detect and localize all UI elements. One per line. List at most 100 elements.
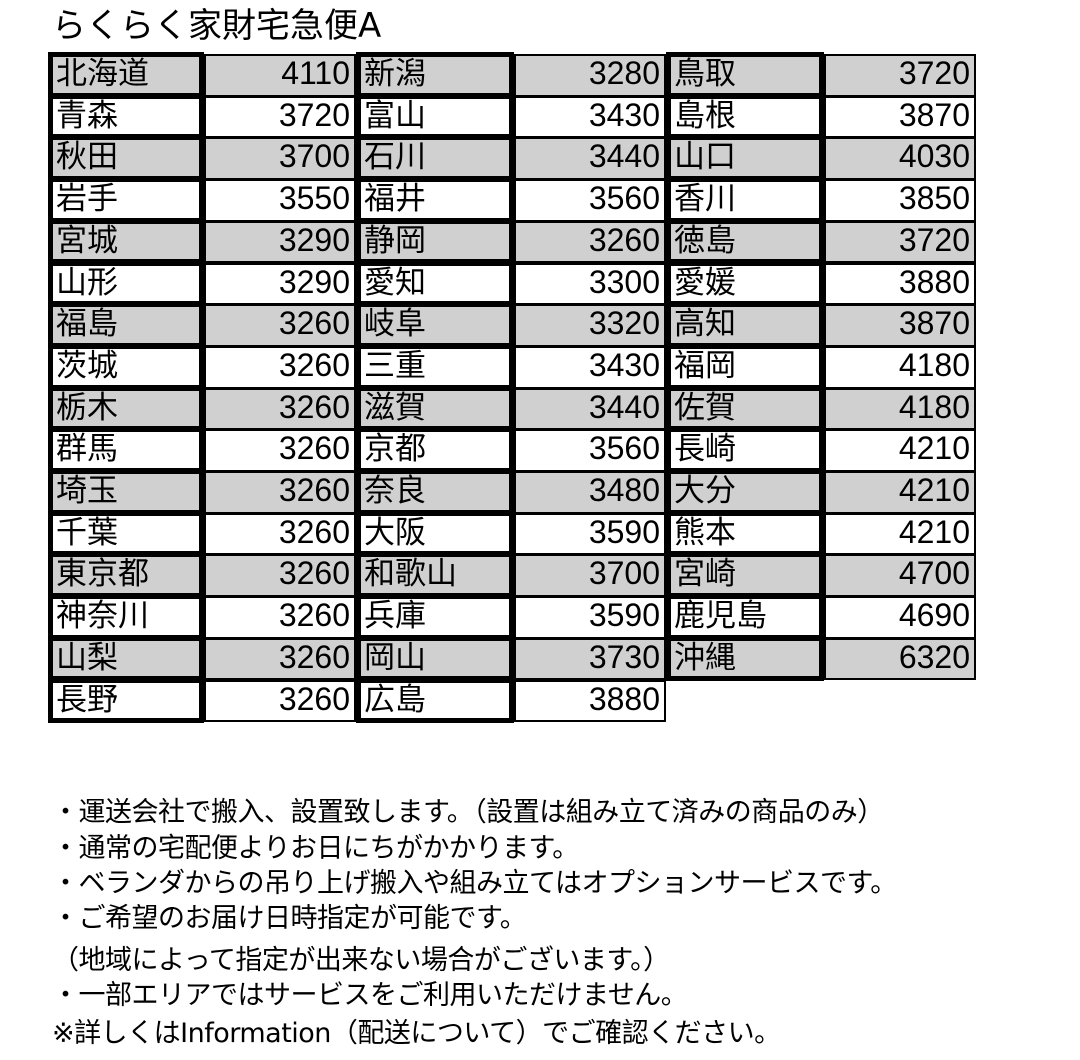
prefecture-name: 神奈川 [48, 594, 204, 640]
prefecture-name: 高知 [666, 302, 824, 348]
shipping-fee: 6320 [824, 637, 976, 681]
shipping-fee: 3260 [204, 429, 356, 472]
prefecture-name: 香川 [666, 177, 824, 223]
prefecture-name: 岐阜 [356, 302, 514, 348]
prefecture-name: 秋田 [48, 135, 204, 182]
shipping-fee: 4700 [824, 554, 976, 598]
shipping-fee: 3440 [514, 137, 666, 181]
shipping-fee: 3560 [514, 179, 666, 222]
shipping-fee: 3720 [824, 220, 976, 264]
shipping-fee: 3260 [204, 512, 356, 556]
prefecture-name: 静岡 [356, 218, 514, 265]
prefecture-name: 長崎 [666, 427, 824, 473]
shipping-fee: 3320 [514, 304, 666, 347]
prefecture-name: 群馬 [48, 427, 204, 473]
shipping-fee: 3430 [514, 345, 666, 389]
prefecture-name: 宮城 [48, 218, 204, 265]
prefecture-name: 石川 [356, 135, 514, 182]
shipping-fee: 3260 [204, 554, 356, 598]
prefecture-name: 熊本 [666, 510, 824, 557]
prefecture-name: 埼玉 [48, 469, 204, 515]
shipping-fee: 4690 [824, 596, 976, 639]
prefecture-name: 鹿児島 [666, 594, 824, 640]
shipping-fee: 3870 [824, 304, 976, 347]
note-line: ・ベランダからの吊り上げ搬入や組み立てはオプションサービスです。 [52, 868, 897, 899]
prefecture-name: 大分 [666, 469, 824, 515]
shipping-fee: 4210 [824, 512, 976, 556]
prefecture-name: 広島 [356, 677, 514, 724]
prefecture-name: 島根 [666, 93, 824, 140]
shipping-fee: 3260 [204, 679, 356, 723]
prefecture-name: 山口 [666, 135, 824, 182]
prefecture-name: 栃木 [48, 385, 204, 432]
shipping-fee: 3260 [204, 596, 356, 639]
shipping-fee: 3280 [514, 54, 666, 97]
prefecture-name: 沖縄 [666, 635, 824, 682]
prefecture-name: 兵庫 [356, 594, 514, 640]
shipping-fee: 3290 [204, 262, 356, 306]
page-title: らくらく家財宅急便A [52, 6, 382, 46]
note-line: ・ご希望のお届け日時指定が可能です。 [52, 903, 527, 934]
shipping-fee: 4110 [204, 54, 356, 97]
shipping-fee: 3720 [824, 54, 976, 97]
shipping-fee: 3550 [204, 179, 356, 222]
shipping-fee: 3480 [514, 471, 666, 514]
shipping-fee: 4210 [824, 471, 976, 514]
shipping-fee: 3440 [514, 387, 666, 431]
prefecture-name: 佐賀 [666, 385, 824, 432]
prefecture-name: 三重 [356, 343, 514, 390]
prefecture-name: 福島 [48, 302, 204, 348]
prefecture-name: 新潟 [356, 52, 514, 98]
prefecture-name: 福岡 [666, 343, 824, 390]
shipping-fee: 3260 [204, 637, 356, 681]
prefecture-name: 福井 [356, 177, 514, 223]
shipping-fee: 4180 [824, 387, 976, 431]
prefecture-name: 茨城 [48, 343, 204, 390]
prefecture-name: 山梨 [48, 635, 204, 682]
shipping-fee: 3870 [824, 95, 976, 139]
shipping-fee: 3260 [204, 387, 356, 431]
prefecture-name: 徳島 [666, 218, 824, 265]
shipping-fee: 4210 [824, 429, 976, 472]
shipping-fee: 3880 [514, 679, 666, 723]
shipping-fee: 3260 [204, 345, 356, 389]
shipping-fee: 3590 [514, 596, 666, 639]
shipping-fee: 3260 [204, 304, 356, 347]
prefecture-name: 大阪 [356, 510, 514, 557]
prefecture-name: 富山 [356, 93, 514, 140]
note-line: （地域によって指定が出来ない場合がございます。） [52, 945, 670, 976]
prefecture-name: 青森 [48, 93, 204, 140]
shipping-fee: 3730 [514, 637, 666, 681]
prefecture-name: 千葉 [48, 510, 204, 557]
shipping-fee: 3290 [204, 220, 356, 264]
shipping-fee: 3260 [514, 220, 666, 264]
prefecture-name: 和歌山 [356, 552, 514, 599]
prefecture-name: 宮崎 [666, 552, 824, 599]
shipping-fee: 3300 [514, 262, 666, 306]
prefecture-name: 岡山 [356, 635, 514, 682]
note-line: ・通常の宅配便よりお日にちがかかります。 [52, 833, 579, 864]
prefecture-name: 滋賀 [356, 385, 514, 432]
shipping-fee: 3260 [204, 471, 356, 514]
prefecture-name: 愛知 [356, 260, 514, 307]
prefecture-name: 東京都 [48, 552, 204, 599]
shipping-fee: 4180 [824, 345, 976, 389]
prefecture-name: 岩手 [48, 177, 204, 223]
prefecture-name: 奈良 [356, 469, 514, 515]
prefecture-name: 北海道 [48, 52, 204, 98]
shipping-fee: 3850 [824, 179, 976, 222]
note-line: ・一部エリアではサービスをご利用いただけません。 [52, 980, 688, 1011]
prefecture-name: 愛媛 [666, 260, 824, 307]
shipping-fee: 3700 [204, 137, 356, 181]
prefecture-name: 鳥取 [666, 52, 824, 98]
shipping-fee: 3590 [514, 512, 666, 556]
prefecture-name: 山形 [48, 260, 204, 307]
prefecture-name: 京都 [356, 427, 514, 473]
shipping-fee: 3560 [514, 429, 666, 472]
prefecture-name: 長野 [48, 677, 204, 724]
shipping-fee: 3700 [514, 554, 666, 598]
note-line: ※詳しくはInformation（配送について）でご確認ください。 [52, 1018, 781, 1049]
note-line: ・運送会社で搬入、設置致します。（設置は組み立て済みの商品のみ） [52, 797, 884, 828]
shipping-fee: 4030 [824, 137, 976, 181]
shipping-fee: 3880 [824, 262, 976, 306]
